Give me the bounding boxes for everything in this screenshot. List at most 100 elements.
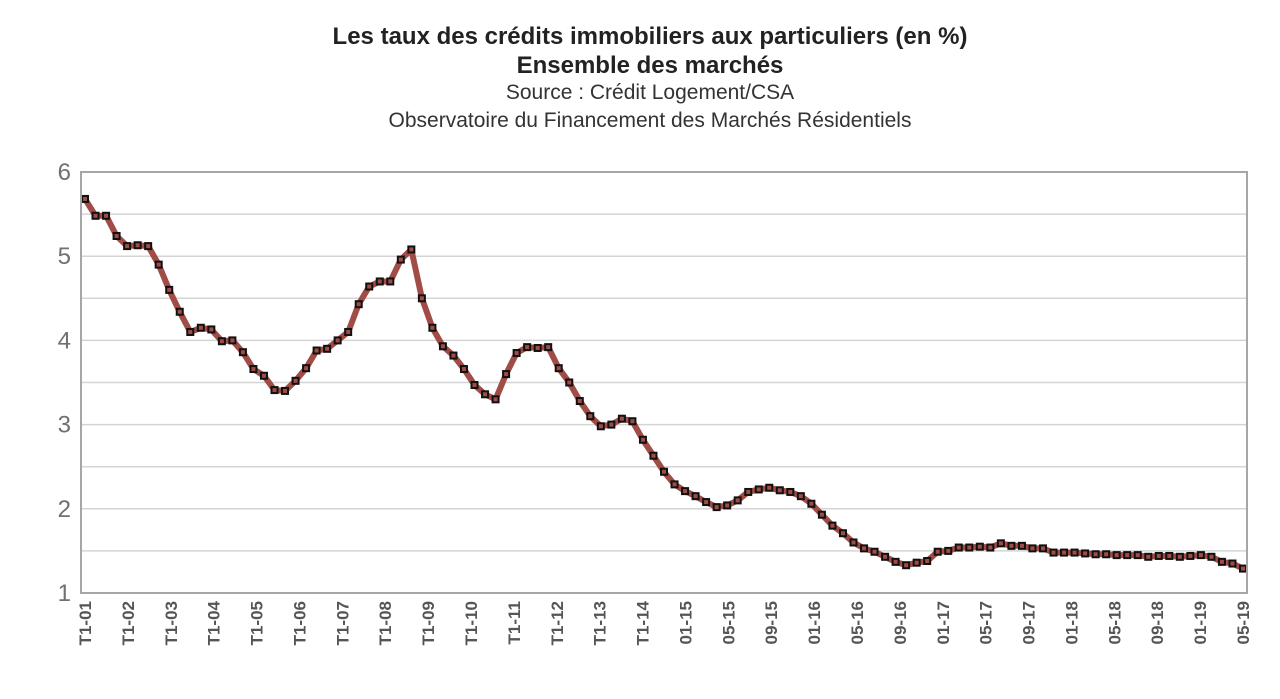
data-point [1112, 551, 1121, 560]
grid-lines [81, 213, 1247, 552]
data-point [1217, 557, 1226, 566]
data-point [1102, 550, 1111, 559]
x-tick-label: 05-17 [977, 601, 996, 644]
data-point [796, 492, 805, 501]
data-point [1133, 551, 1142, 560]
data-point [281, 386, 290, 395]
x-tick-label: 01-18 [1062, 601, 1081, 644]
data-point [544, 343, 553, 352]
chart-titles: Les taux des crédits immobiliers aux par… [0, 22, 1280, 136]
data-point [1017, 541, 1026, 550]
x-tick-label: T1-13 [591, 601, 610, 645]
data-point [470, 381, 479, 390]
data-point [596, 422, 605, 431]
data-point [607, 420, 616, 429]
x-tick-label: 05-18 [1105, 601, 1124, 644]
x-tick-label: T1-02 [119, 601, 138, 645]
plot-frame [80, 171, 1248, 594]
data-point [459, 365, 468, 374]
chart-observatory: Observatoire du Financement des Marchés … [388, 109, 912, 132]
data-point [344, 327, 353, 336]
data-point [733, 496, 742, 505]
data-point [996, 539, 1005, 548]
data-point [1038, 544, 1047, 553]
x-tick-label: 01-19 [1191, 601, 1210, 644]
data-point [407, 245, 416, 254]
data-point [965, 543, 974, 552]
data-point [1028, 544, 1037, 553]
data-point [1154, 551, 1163, 560]
data-point [775, 486, 784, 495]
data-point [891, 557, 900, 566]
x-tick-label: 09-18 [1148, 601, 1167, 644]
data-point [417, 294, 426, 303]
data-point [1049, 548, 1058, 557]
x-tick-label: T1-10 [462, 601, 481, 645]
data-point [165, 285, 174, 294]
data-point [112, 231, 121, 240]
data-point [1060, 548, 1069, 557]
data-point [386, 277, 395, 286]
data-point [186, 327, 195, 336]
x-tick-label: 01-17 [934, 601, 953, 644]
data-point [681, 487, 690, 496]
x-tick-label: T1-05 [248, 601, 267, 645]
data-point [302, 364, 311, 373]
data-point [881, 552, 890, 561]
data-point [617, 414, 626, 423]
x-tick-label: 09-16 [891, 601, 910, 644]
data-point [1144, 552, 1153, 561]
x-tick-label: T1-11 [505, 601, 524, 644]
data-point [428, 323, 437, 332]
data-point [133, 241, 142, 250]
x-tick-label: T1-07 [333, 601, 352, 645]
x-tick-label: 01-16 [805, 601, 824, 644]
data-point [975, 542, 984, 551]
data-point [1165, 551, 1174, 560]
data-point [1175, 552, 1184, 561]
data-point [765, 483, 774, 492]
series-line [82, 195, 1246, 572]
x-tick-label: T1-09 [419, 601, 438, 645]
data-point [228, 336, 237, 345]
data-point [438, 342, 447, 351]
data-point [828, 521, 837, 530]
data-point [491, 395, 500, 404]
y-tick-label: 1 [58, 580, 71, 607]
data-point [449, 351, 458, 360]
x-tick-label: T1-06 [290, 601, 309, 645]
x-tick-label: T1-08 [376, 601, 395, 645]
data-point [396, 255, 405, 264]
data-point [144, 242, 153, 251]
data-point [207, 325, 216, 334]
data-point [217, 337, 226, 346]
data-point [986, 543, 995, 552]
data-point [502, 370, 511, 379]
data-point [838, 529, 847, 538]
data-point [270, 386, 279, 395]
data-point [333, 336, 342, 345]
data-point [102, 211, 111, 220]
data-point [1070, 548, 1079, 557]
data-point [365, 282, 374, 291]
x-tick-label: T1-03 [162, 601, 181, 645]
series-rate [81, 194, 1247, 573]
data-point [807, 499, 816, 508]
data-point [175, 307, 184, 316]
data-point [481, 390, 490, 399]
data-point [817, 510, 826, 519]
data-point [870, 547, 879, 556]
y-axis: 1 2 3 4 5 6 [58, 159, 71, 607]
data-point [691, 492, 700, 501]
data-point [1081, 549, 1090, 558]
x-tick-label: 05-15 [719, 601, 738, 644]
data-point [1228, 559, 1237, 568]
data-point [533, 343, 542, 352]
data-point [323, 344, 332, 353]
data-point [902, 561, 911, 570]
data-point [649, 451, 658, 460]
data-point [723, 501, 732, 510]
chart-subtitle: Ensemble des marchés [516, 52, 784, 79]
data-point [923, 557, 932, 566]
